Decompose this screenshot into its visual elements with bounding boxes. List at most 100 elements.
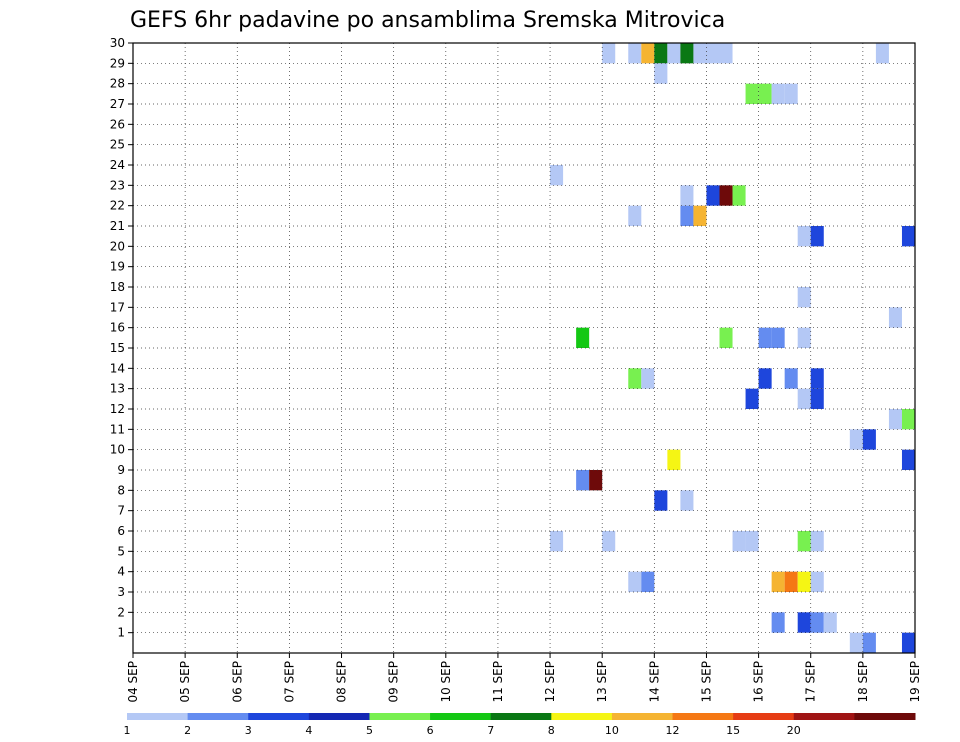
precip-cell (706, 43, 720, 64)
precip-cell (641, 43, 655, 64)
precip-cell (706, 185, 720, 206)
colorbar-segment (854, 713, 916, 720)
y-tick-label: 10 (110, 443, 125, 457)
precip-cell (745, 83, 759, 104)
colorbar: 1 2 3 4 5 6 7 8 10 12 15 20 (124, 713, 916, 737)
precip-cell (862, 429, 876, 450)
colorbar-label: 2 (184, 724, 191, 737)
precip-cell (797, 388, 811, 409)
precip-cell (550, 165, 564, 186)
precip-cell (901, 226, 915, 247)
x-tick-label: 19 SEP (908, 661, 922, 703)
colorbar-segment (490, 713, 552, 720)
precip-cell (641, 368, 655, 389)
precip-cell (758, 83, 772, 104)
y-tick-label: 24 (110, 158, 125, 172)
x-tick-label: 18 SEP (856, 661, 870, 703)
y-tick-label: 28 (110, 77, 125, 91)
y-tick-label: 22 (110, 199, 125, 213)
precip-cell (771, 571, 785, 592)
colorbar-segment (248, 713, 310, 720)
colorbar-label: 5 (366, 724, 373, 737)
precip-cell (667, 43, 681, 64)
precip-cell (589, 470, 603, 491)
precip-cell (719, 43, 733, 64)
y-tick-label: 7 (117, 504, 125, 518)
precip-cell (758, 368, 772, 389)
y-tick-label: 16 (110, 321, 125, 335)
y-tick-label: 14 (110, 361, 125, 375)
colorbar-segment (308, 713, 370, 720)
precip-cell (771, 83, 785, 104)
precip-cell (901, 632, 915, 653)
precip-cell (823, 612, 837, 633)
x-tick-label: 05 SEP (178, 661, 192, 703)
y-tick-label: 29 (110, 56, 125, 70)
colorbar-label: 6 (427, 724, 434, 737)
y-tick-label: 2 (117, 605, 125, 619)
precip-cell (602, 43, 616, 64)
precip-cell (875, 43, 889, 64)
precip-cell (797, 531, 811, 552)
colorbar-segment (430, 713, 492, 720)
precip-cell (680, 490, 694, 511)
precip-cell (849, 429, 863, 450)
precip-cell (745, 531, 759, 552)
y-tick-label: 25 (110, 138, 125, 152)
x-tick-label: 08 SEP (335, 661, 349, 703)
chart-title: GEFS 6hr padavine po ansamblima Sremska … (130, 8, 725, 33)
x-tick-label: 04 SEP (126, 661, 140, 703)
grid-lines (133, 43, 915, 653)
colorbar-label: 8 (548, 724, 555, 737)
precip-cell (641, 571, 655, 592)
precip-cell (784, 83, 798, 104)
colorbar-label: 4 (305, 724, 312, 737)
precip-cell (732, 185, 746, 206)
colorbar-label: 10 (605, 724, 619, 737)
precip-cell (797, 571, 811, 592)
colorbar-segment (551, 713, 613, 720)
precip-cell (602, 531, 616, 552)
precip-cell (901, 409, 915, 430)
y-tick-label: 20 (110, 239, 125, 253)
precip-cell (797, 612, 811, 633)
precip-cell (654, 43, 668, 64)
precip-cell (797, 226, 811, 247)
colorbar-label: 15 (726, 724, 740, 737)
precip-cell (628, 571, 642, 592)
precip-cell (680, 43, 694, 64)
y-axis-ticks: 1234567891011121314151617181920212223242… (110, 36, 133, 640)
y-tick-label: 6 (117, 524, 125, 538)
x-tick-label: 12 SEP (543, 661, 557, 703)
precip-cell (771, 327, 785, 348)
precip-cell (797, 287, 811, 308)
y-tick-label: 23 (110, 178, 125, 192)
precip-cell (680, 185, 694, 206)
y-tick-label: 5 (117, 544, 125, 558)
y-tick-label: 9 (117, 463, 125, 477)
x-tick-label: 10 SEP (439, 661, 453, 703)
x-tick-label: 07 SEP (282, 661, 296, 703)
colorbar-segment (127, 713, 189, 720)
precip-cell (810, 571, 824, 592)
precip-cell (745, 388, 759, 409)
precip-cell (628, 205, 642, 226)
precip-cell (810, 388, 824, 409)
precip-cell (654, 63, 668, 84)
colorbar-segment (672, 713, 734, 720)
colorbar-label: 7 (487, 724, 494, 737)
precip-cell (732, 531, 746, 552)
precip-cell (550, 531, 564, 552)
y-tick-label: 3 (117, 585, 125, 599)
y-tick-label: 26 (110, 117, 125, 131)
colorbar-label: 20 (787, 724, 801, 737)
colorbar-label: 3 (245, 724, 252, 737)
y-tick-label: 21 (110, 219, 125, 233)
precip-cell (680, 205, 694, 226)
y-tick-label: 19 (110, 260, 125, 274)
precip-cell (654, 490, 668, 511)
precip-cell (758, 327, 772, 348)
x-tick-label: 17 SEP (804, 661, 818, 703)
precip-cell (667, 449, 681, 470)
precip-cell (628, 368, 642, 389)
